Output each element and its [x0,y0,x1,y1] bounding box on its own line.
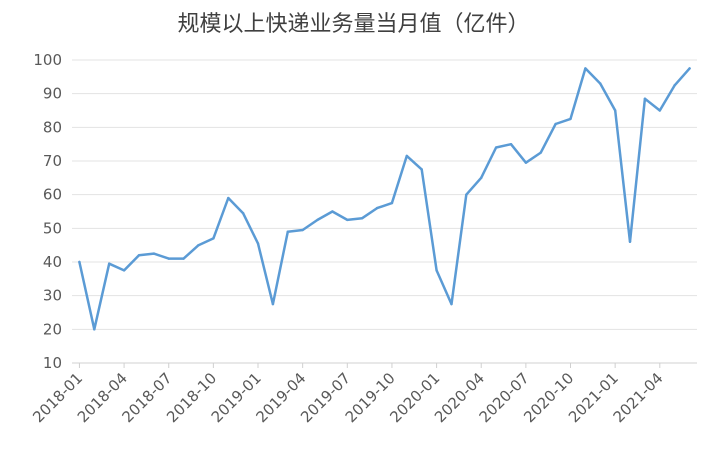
data-point [122,269,126,272]
data-point [435,269,438,272]
y-tick-label: 60 [43,186,62,204]
chart-title: 规模以上快递业务量当月值（亿件） [177,12,530,37]
data-point [360,217,364,220]
data-point [182,257,185,260]
y-tick-label: 40 [43,253,62,271]
data-point [658,109,661,112]
data-point [375,206,379,210]
data-point [643,97,647,100]
y-tick-label: 90 [43,85,62,103]
data-point [539,151,542,154]
data-point [420,168,423,171]
data-point [78,260,81,264]
y-tick-label: 30 [43,287,62,305]
data-point [271,302,275,306]
data-point [137,254,141,257]
data-point [301,228,304,232]
data-point [688,67,691,70]
x-tick-label: 2021-04 [610,369,667,426]
data-point [599,82,602,85]
y-tick-label: 20 [43,320,62,338]
data-point [494,146,498,149]
data-point [584,67,587,70]
data-point [390,201,394,205]
data-point [212,237,215,240]
data-point [524,161,528,164]
data-point [450,302,453,306]
data-point [256,242,260,245]
data-point [554,122,557,126]
series-line [78,67,691,331]
data-point [331,210,334,213]
data-point [613,109,617,112]
data-point [93,328,96,331]
y-tick-label: 50 [43,219,62,237]
data-point [108,262,111,265]
data-point [673,84,676,87]
data-point [197,243,200,247]
data-point [316,218,319,222]
data-point [286,230,289,233]
y-tick-label: 100 [33,51,62,69]
data-point [346,218,349,222]
data-point [569,117,572,121]
y-tick-label: 10 [43,354,62,372]
data-point [405,154,409,158]
data-point [167,257,170,260]
data-point [227,196,230,200]
data-point [509,142,513,146]
data-point [628,240,632,243]
y-tick-label: 80 [43,118,62,136]
data-point [480,176,483,180]
data-point [465,193,468,196]
data-point [241,211,245,215]
y-tick-label: 70 [43,152,62,170]
data-point [152,252,156,255]
